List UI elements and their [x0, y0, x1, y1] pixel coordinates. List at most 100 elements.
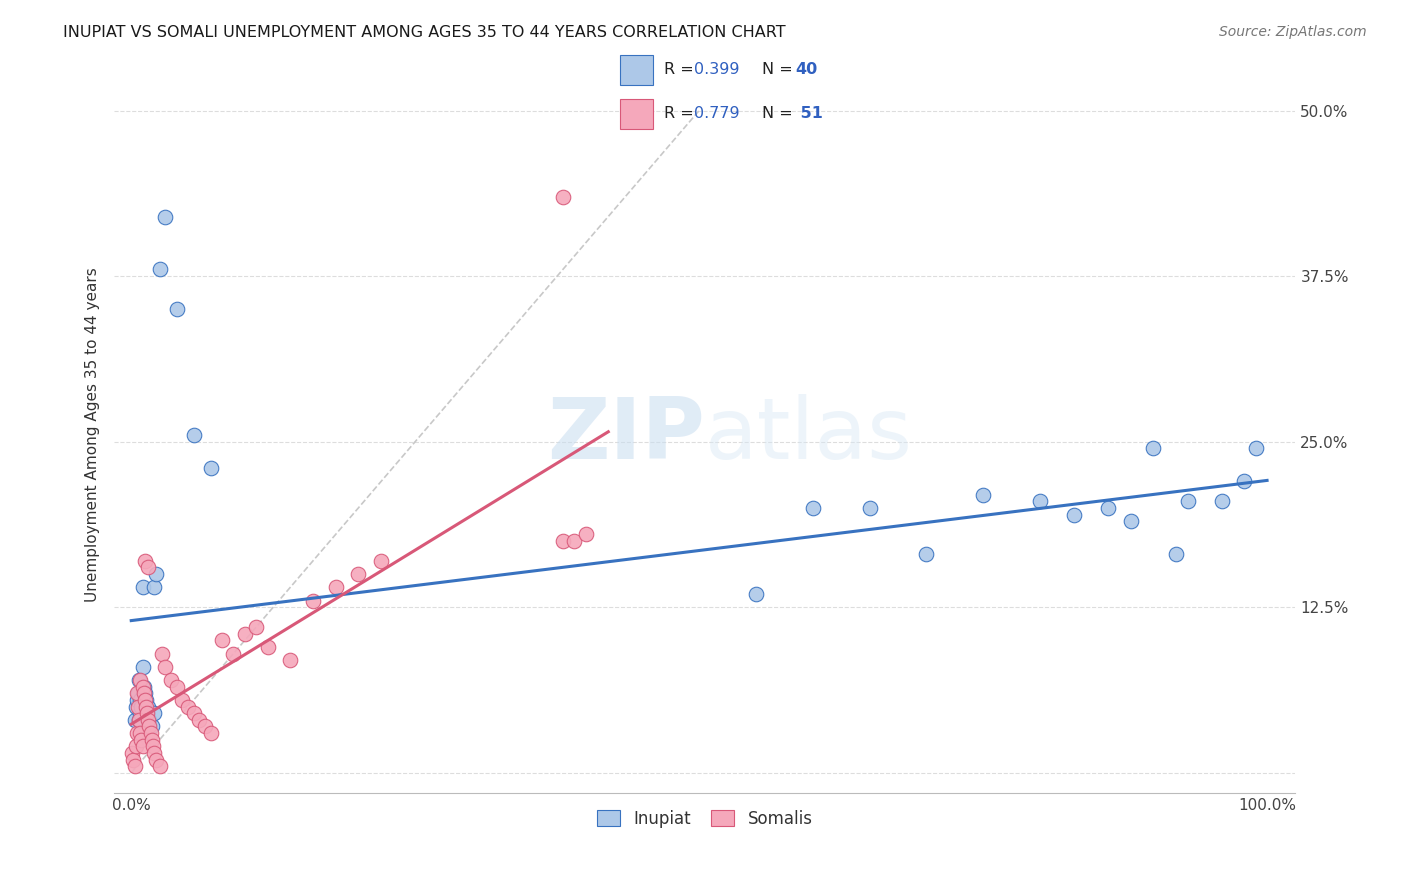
- Point: [127, 686, 149, 700]
- Point: [574, 527, 596, 541]
- Y-axis label: Unemployment Among Ages 35 to 44 years: Unemployment Among Ages 35 to 44 years: [86, 268, 100, 602]
- Point: [155, 660, 177, 674]
- Point: [142, 746, 165, 760]
- Point: [1211, 494, 1233, 508]
- Point: [325, 580, 347, 594]
- Point: [124, 713, 146, 727]
- Point: [745, 587, 768, 601]
- Point: [125, 693, 148, 707]
- Point: [278, 653, 301, 667]
- Point: [245, 620, 267, 634]
- Point: [1119, 514, 1142, 528]
- Point: [135, 699, 157, 714]
- Point: [138, 713, 160, 727]
- Point: [145, 567, 167, 582]
- Point: [211, 633, 233, 648]
- Legend: Inupiat, Somalis: Inupiat, Somalis: [591, 803, 820, 834]
- Text: INUPIAT VS SOMALI UNEMPLOYMENT AMONG AGES 35 TO 44 YEARS CORRELATION CHART: INUPIAT VS SOMALI UNEMPLOYMENT AMONG AGE…: [63, 25, 786, 40]
- Point: [183, 428, 205, 442]
- Point: [142, 706, 165, 721]
- Point: [132, 686, 155, 700]
- FancyBboxPatch shape: [620, 55, 652, 85]
- Point: [551, 534, 574, 549]
- Point: [972, 488, 994, 502]
- Text: 0.779: 0.779: [695, 106, 740, 121]
- Point: [1029, 494, 1052, 508]
- Point: [134, 693, 156, 707]
- Point: [200, 461, 222, 475]
- Point: [129, 693, 152, 707]
- Point: [125, 686, 148, 700]
- Point: [128, 713, 150, 727]
- Point: [124, 759, 146, 773]
- Point: [145, 753, 167, 767]
- Point: [125, 739, 148, 754]
- Point: [128, 713, 150, 727]
- Point: [155, 210, 177, 224]
- Point: [129, 673, 152, 687]
- Point: [551, 189, 574, 203]
- Point: [858, 500, 880, 515]
- Point: [177, 699, 200, 714]
- Text: 40: 40: [796, 62, 817, 78]
- Text: Source: ZipAtlas.com: Source: ZipAtlas.com: [1219, 25, 1367, 39]
- Point: [134, 554, 156, 568]
- Point: [127, 699, 149, 714]
- Point: [131, 699, 153, 714]
- Point: [166, 302, 188, 317]
- Point: [233, 626, 256, 640]
- Point: [1063, 508, 1085, 522]
- Point: [1166, 547, 1188, 561]
- Point: [256, 640, 278, 654]
- Point: [1097, 500, 1119, 515]
- Point: [166, 680, 188, 694]
- Point: [125, 726, 148, 740]
- Point: [562, 534, 585, 549]
- Point: [347, 567, 370, 582]
- Point: [134, 686, 156, 700]
- Point: [160, 673, 183, 687]
- Point: [370, 554, 392, 568]
- Point: [1244, 442, 1267, 456]
- Point: [302, 593, 325, 607]
- Point: [142, 580, 165, 594]
- Point: [801, 500, 824, 515]
- Point: [131, 732, 153, 747]
- Point: [132, 680, 155, 694]
- Text: R =: R =: [664, 62, 699, 78]
- FancyBboxPatch shape: [620, 99, 652, 129]
- Point: [131, 680, 153, 694]
- Point: [136, 560, 159, 574]
- Point: [172, 693, 194, 707]
- Point: [915, 547, 938, 561]
- Point: [141, 732, 163, 747]
- Point: [149, 759, 172, 773]
- Point: [188, 713, 211, 727]
- Point: [1233, 475, 1256, 489]
- Point: [136, 713, 159, 727]
- Text: 0.399: 0.399: [695, 62, 740, 78]
- Point: [150, 647, 173, 661]
- Point: [141, 719, 163, 733]
- Point: [1142, 442, 1164, 456]
- Text: ZIP: ZIP: [547, 393, 704, 476]
- Point: [136, 706, 159, 721]
- Point: [222, 647, 245, 661]
- Point: [125, 699, 148, 714]
- Text: atlas: atlas: [704, 393, 912, 476]
- Point: [200, 726, 222, 740]
- Point: [1177, 494, 1199, 508]
- Text: N =: N =: [762, 106, 799, 121]
- Point: [131, 660, 153, 674]
- Point: [194, 719, 217, 733]
- Point: [129, 726, 152, 740]
- Text: R =: R =: [664, 106, 699, 121]
- Point: [136, 699, 159, 714]
- Point: [139, 726, 162, 740]
- Point: [121, 746, 143, 760]
- Point: [131, 580, 153, 594]
- Point: [131, 739, 153, 754]
- Point: [138, 719, 160, 733]
- Point: [122, 753, 145, 767]
- Text: 51: 51: [796, 106, 823, 121]
